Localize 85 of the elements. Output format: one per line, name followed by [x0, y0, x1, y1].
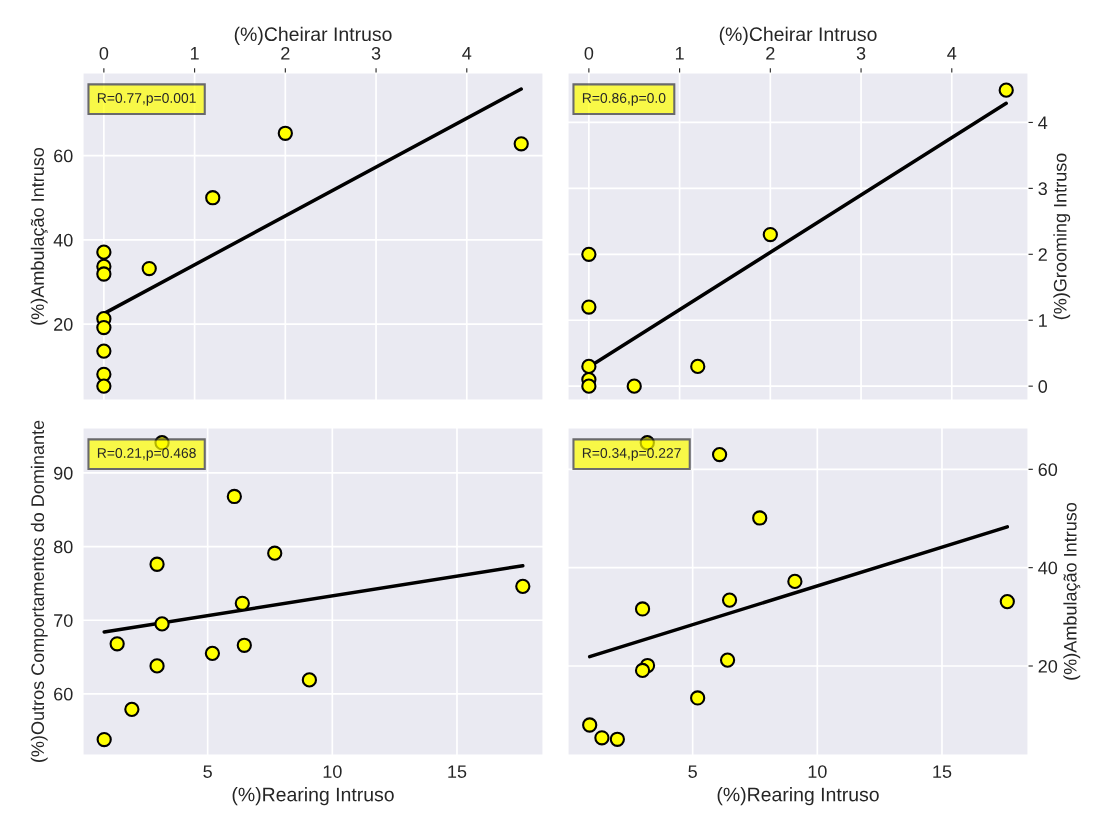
y-tick-label: 20 [54, 318, 73, 331]
y-tick-label: 20 [1038, 659, 1058, 673]
point [96, 343, 112, 359]
annotation: R=0.77,p=0.001 [97, 93, 196, 106]
x-tick-label: 5 [203, 765, 212, 778]
y-tick-label: 0 [1038, 380, 1048, 393]
point [226, 488, 242, 505]
point [109, 636, 125, 652]
y-tick-label: 60 [54, 687, 73, 701]
y-tick-label: 4 [1038, 116, 1048, 129]
point [581, 299, 597, 315]
point [154, 616, 170, 632]
point [149, 658, 165, 674]
point [205, 190, 221, 206]
annotation: R=0.21,p=0.468 [97, 448, 196, 461]
x-tick-label: 4 [462, 47, 472, 60]
point [267, 545, 283, 561]
point [141, 260, 157, 277]
point [581, 246, 597, 262]
point [690, 358, 706, 374]
x-axis-title: (%)Cheirar Intruso [719, 26, 877, 45]
point [515, 578, 531, 594]
x-axis-title: (%)Rearing Intruso [232, 787, 394, 806]
point [96, 319, 112, 336]
point [124, 701, 140, 717]
y-axis-title: (%)Ambulação Intruso [1063, 502, 1081, 680]
point [96, 378, 112, 394]
point [711, 446, 728, 463]
point [999, 593, 1015, 610]
y-tick-label: 60 [54, 149, 73, 163]
x-tick-label: 15 [448, 765, 467, 778]
point [236, 637, 252, 653]
point [752, 510, 768, 526]
point [626, 378, 642, 394]
x-tick-label: 5 [688, 765, 697, 778]
x-tick-label: 3 [371, 46, 381, 60]
x-axis-title: (%)Rearing Intruso [717, 787, 879, 806]
x-tick-label: 15 [933, 765, 952, 778]
point [634, 601, 651, 617]
y-tick-label: 80 [53, 540, 73, 554]
y-tick-label: 3 [1038, 182, 1047, 196]
x-tick-label: 3 [856, 46, 866, 60]
y-tick-label: 2 [1038, 248, 1047, 261]
x-tick-label: 1 [190, 47, 199, 60]
point [690, 690, 706, 706]
point [719, 652, 736, 668]
y-axis-title: (%)Outros Comportamentos do Dominante [30, 420, 48, 762]
point [96, 244, 112, 260]
x-tick-label: 4 [947, 47, 957, 60]
y-tick-label: 60 [1038, 463, 1058, 477]
point [234, 595, 250, 611]
point [998, 82, 1014, 98]
point [301, 672, 318, 688]
x-tick-label: 10 [808, 765, 827, 778]
x-tick-label: 0 [584, 46, 594, 60]
point [513, 136, 529, 152]
point [277, 125, 293, 141]
point [581, 358, 597, 374]
x-tick-label: 1 [675, 47, 684, 60]
x-tick-label: 2 [281, 46, 290, 60]
point [787, 573, 803, 590]
y-axis-title: (%)Ambulação Intruso [30, 147, 48, 325]
annotation: R=0.86,p=0.0 [582, 93, 666, 106]
y-tick-label: 70 [54, 614, 73, 627]
point [634, 662, 651, 679]
y-axis-title: (%)Grooming Intruso [1053, 153, 1071, 320]
x-tick-label: 2 [766, 46, 775, 60]
point [581, 378, 597, 394]
point [204, 645, 221, 661]
y-tick-label: 40 [1038, 561, 1058, 575]
point [96, 266, 112, 282]
point [149, 556, 165, 572]
x-tick-label: 0 [99, 46, 109, 60]
x-axis-title: (%)Cheirar Intruso [234, 26, 392, 45]
x-tick-label: 10 [323, 765, 342, 778]
annotation: R=0.34,p=0.227 [582, 448, 681, 461]
point [721, 592, 738, 608]
y-tick-label: 90 [54, 466, 73, 480]
point [594, 730, 610, 746]
point [96, 731, 112, 748]
y-tick-label: 40 [53, 233, 73, 247]
point [762, 226, 778, 243]
point [582, 717, 598, 733]
point [609, 731, 625, 747]
y-tick-label: 1 [1039, 314, 1047, 327]
